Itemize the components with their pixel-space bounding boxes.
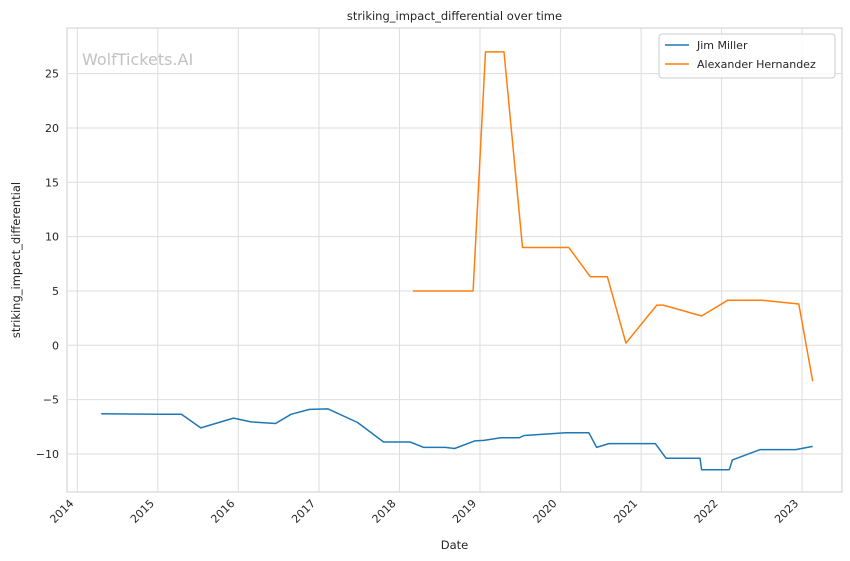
- x-tick-label: 2014: [47, 497, 76, 526]
- plot-area: [66, 27, 843, 493]
- y-tick-label: 20: [45, 122, 59, 135]
- y-tick-label: 5: [52, 285, 59, 298]
- y-tick-label: 15: [45, 176, 59, 189]
- series-lines: [101, 51, 814, 471]
- x-tick-label: 2022: [692, 497, 721, 526]
- watermark-text: WolfTickets.AI: [82, 50, 193, 69]
- y-tick-label: 10: [45, 231, 59, 244]
- y-axis-label: striking_impact_differential: [9, 182, 23, 338]
- x-tick-label: 2023: [772, 497, 801, 526]
- x-tick-label: 2020: [531, 497, 560, 526]
- x-tick-label: 2018: [370, 497, 399, 526]
- x-tick-label: 2017: [289, 497, 318, 526]
- legend-label: Jim Miller: [696, 39, 748, 52]
- x-tick-label: 2021: [611, 497, 640, 526]
- legend-frame: [658, 33, 836, 79]
- y-tick-label: 0: [52, 339, 59, 352]
- grid-lines: [67, 28, 842, 492]
- x-tick-label: 2015: [128, 497, 157, 526]
- y-tick-label: −5: [43, 394, 59, 407]
- x-tick-label: 2016: [208, 497, 237, 526]
- x-tick-label: 2019: [450, 497, 479, 526]
- chart-title: striking_impact_differential over time: [347, 9, 562, 23]
- series-line: [412, 51, 814, 382]
- y-tick-label: −10: [36, 448, 59, 461]
- x-axis-label: Date: [441, 538, 469, 552]
- y-tick-label: 25: [45, 68, 59, 81]
- series-line: [101, 408, 813, 471]
- legend-label: Alexander Hernandez: [697, 58, 816, 71]
- legend: Jim Miller Alexander Hernandez: [658, 33, 836, 79]
